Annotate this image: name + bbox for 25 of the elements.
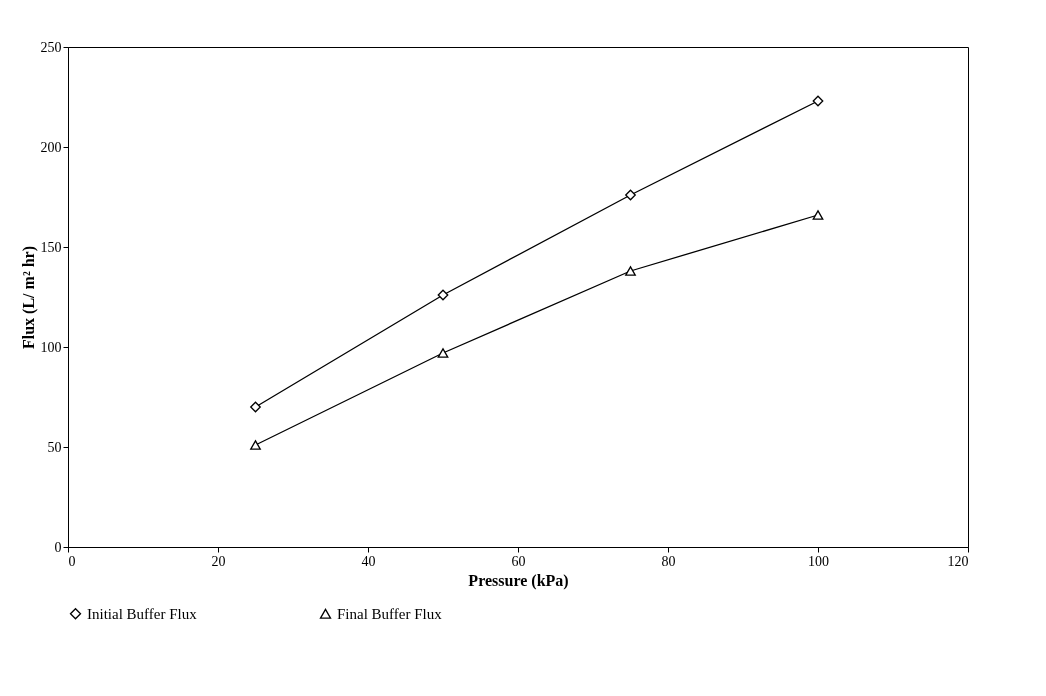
x-tick-label: 80 (661, 553, 676, 569)
point (812, 95, 824, 107)
y-tick-label: 0 (54, 539, 62, 555)
point (250, 440, 261, 450)
x-tick-label: 0 (68, 553, 76, 569)
legend-label: Final Buffer Flux (337, 605, 443, 622)
x-tick-label: 120 (947, 553, 969, 569)
point (250, 401, 261, 413)
y-tick-label: 250 (40, 39, 62, 55)
point (437, 289, 449, 301)
x-tick-label: 20 (211, 553, 226, 569)
y-tick-label: 50 (47, 439, 62, 455)
x-tick-label: 60 (511, 553, 526, 569)
point (625, 189, 636, 201)
point (625, 266, 636, 276)
point (812, 210, 824, 220)
legend-label: Initial Buffer Flux (87, 605, 198, 622)
y-tick-label: 200 (40, 139, 62, 155)
x-tick-label: 40 (361, 553, 376, 569)
y-axis-title: Flux (L/ m² hr) (19, 245, 38, 350)
x-axis-title: Pressure (kPa) (468, 571, 569, 590)
x-tick-label: 100 (808, 553, 829, 569)
point (437, 348, 449, 358)
y-tick-label: 150 (40, 239, 62, 255)
y-tick-label: 100 (40, 339, 62, 355)
